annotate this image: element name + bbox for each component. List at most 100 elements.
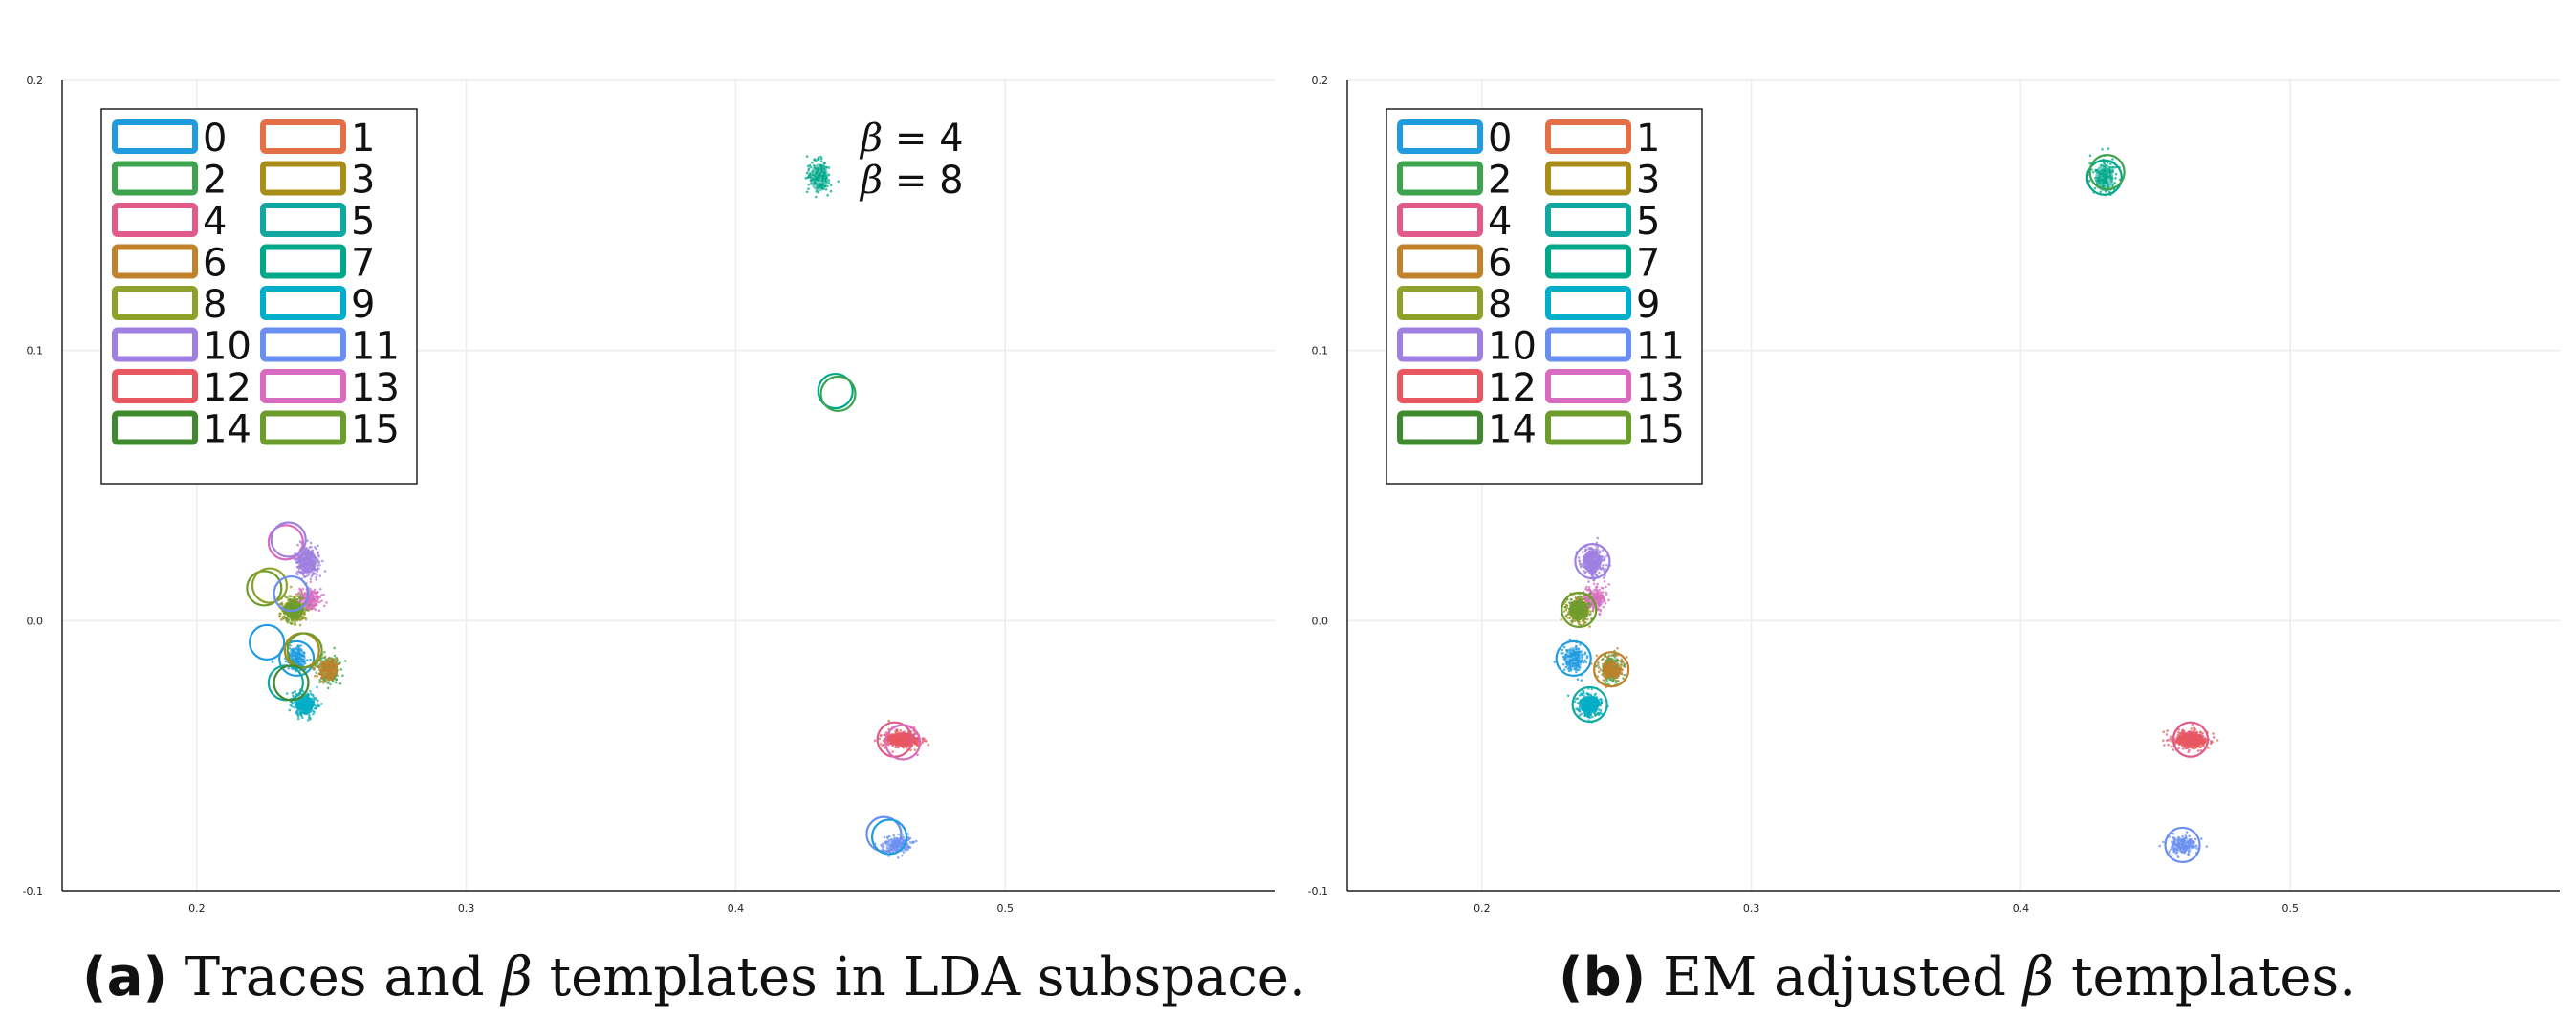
- data-point: [1585, 713, 1588, 717]
- data-point: [914, 839, 918, 843]
- data-point: [882, 845, 885, 848]
- data-point: [316, 573, 318, 576]
- data-point: [314, 546, 317, 549]
- data-point: [289, 644, 292, 647]
- data-point: [299, 593, 302, 596]
- data-point: [927, 743, 930, 747]
- data-point: [2201, 731, 2204, 735]
- data-point: [339, 668, 343, 671]
- data-point: [2172, 748, 2175, 751]
- data-point: [1583, 651, 1587, 654]
- data-point: [1612, 678, 1615, 682]
- data-point: [2176, 856, 2180, 858]
- data-point: [2166, 729, 2169, 732]
- data-point: [295, 572, 298, 575]
- data-point: [2168, 850, 2171, 854]
- data-point: [296, 717, 300, 721]
- data-point: [1595, 574, 1599, 577]
- data-point: [297, 596, 301, 599]
- data-point: [813, 158, 817, 161]
- plot-panel-b: 0.2 0.3 0.4 0.5-0.10.00.10.20 12 34 56 78 910 111…: [1308, 75, 2560, 915]
- data-point: [1620, 668, 1624, 672]
- data-point: [2172, 836, 2174, 839]
- data-point: [2200, 837, 2203, 840]
- data-point: [1620, 663, 1623, 666]
- data-point: [1614, 681, 1618, 684]
- data-point: [309, 577, 313, 581]
- cluster-core: [2171, 837, 2194, 853]
- data-point: [1561, 663, 1565, 666]
- data-point: [1581, 619, 1584, 622]
- data-point: [305, 547, 309, 550]
- data-point: [1571, 619, 1574, 623]
- data-point: [323, 650, 326, 654]
- data-point: [2177, 731, 2180, 734]
- data-point: [827, 166, 831, 169]
- data-point: [1597, 607, 1601, 611]
- caption-text-2: templates.: [2054, 946, 2357, 1008]
- data-point: [1560, 651, 1562, 655]
- data-point: [1588, 625, 1591, 628]
- data-point: [879, 743, 883, 746]
- data-point: [1626, 656, 1628, 659]
- caption-label: (a): [82, 946, 167, 1008]
- data-point: [1620, 658, 1624, 661]
- data-point: [1603, 580, 1606, 583]
- cluster-core: [319, 660, 338, 679]
- data-point: [1624, 665, 1626, 669]
- legend-label-4: 4: [203, 200, 227, 244]
- data-point: [2163, 744, 2166, 747]
- data-point: [2185, 831, 2189, 834]
- data-point: [1588, 613, 1591, 617]
- data-point: [1605, 659, 1607, 662]
- data-point: [334, 681, 338, 684]
- data-point: [1587, 586, 1591, 589]
- data-point: [1584, 621, 1587, 624]
- data-point: [291, 691, 295, 695]
- legend-label-13: 13: [351, 366, 400, 410]
- data-point: [314, 674, 317, 678]
- annotation-line-1: β = 8: [859, 159, 964, 203]
- data-point: [909, 748, 912, 752]
- data-point: [2091, 170, 2095, 174]
- data-point: [1599, 568, 1603, 571]
- data-point: [327, 681, 331, 683]
- x-tick-label: 0.2: [188, 902, 206, 915]
- data-point: [1564, 615, 1567, 618]
- data-point: [1604, 682, 1607, 684]
- legend-label-1: 1: [1636, 117, 1660, 161]
- data-point: [296, 644, 300, 647]
- data-point: [1599, 668, 1603, 671]
- data-point: [1592, 582, 1596, 586]
- data-point: [2165, 733, 2169, 736]
- data-point: [2181, 747, 2185, 750]
- data-point: [2195, 746, 2198, 748]
- data-point: [824, 187, 828, 191]
- data-point: [2114, 172, 2118, 176]
- data-point: [921, 739, 925, 743]
- legend-label-8: 8: [1488, 283, 1512, 327]
- data-point: [319, 588, 322, 591]
- data-point: [1610, 654, 1613, 658]
- legend-label-2: 2: [1488, 159, 1512, 203]
- legend-label-3: 3: [1636, 159, 1660, 203]
- data-point: [1586, 617, 1589, 621]
- data-point: [315, 671, 318, 675]
- data-point: [873, 739, 877, 743]
- legend-label-8: 8: [203, 283, 227, 327]
- cluster-core: [810, 163, 829, 192]
- data-point: [309, 717, 312, 721]
- data-point: [309, 541, 313, 545]
- legend-label-6: 6: [1488, 242, 1512, 286]
- caption-symbol: β: [2022, 946, 2055, 1008]
- data-point: [2212, 732, 2215, 735]
- data-point: [1569, 598, 1573, 601]
- data-point: [317, 703, 319, 705]
- data-point: [1603, 576, 1605, 579]
- data-point: [315, 575, 317, 579]
- data-point: [2170, 745, 2173, 748]
- data-point: [316, 564, 319, 567]
- data-point: [295, 619, 299, 622]
- data-point: [1582, 551, 1584, 553]
- data-point: [335, 678, 338, 682]
